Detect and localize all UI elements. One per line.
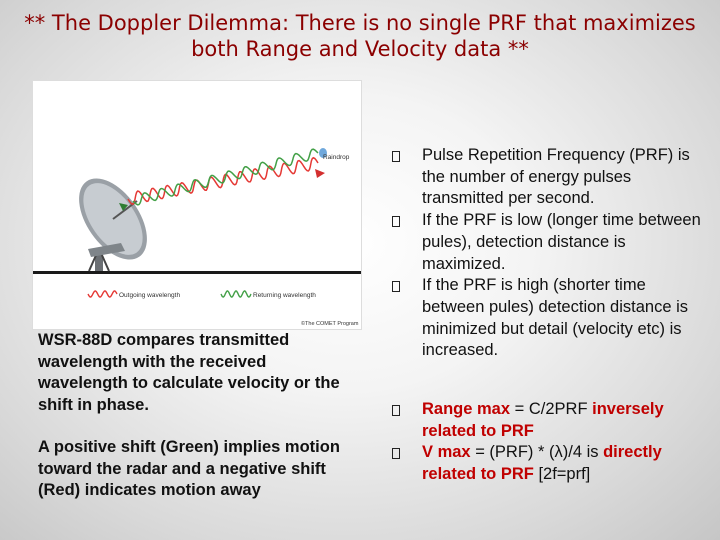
raindrop-label: Raindrop [323,154,350,161]
bullet-checkbox-icon [392,151,400,162]
range-max-term: Range max [422,400,511,418]
range-max-relation: inversely related to PRF [422,400,664,440]
returning-legend-wave [220,290,252,298]
bullet-checkbox-icon [392,281,400,293]
title-line-2: both Range and Velocity data ** [191,37,529,61]
bullet-high-prf: If the PRF is high (shorter time between… [392,275,710,362]
formula-bullet-list: Range max = C/2PRF inversely related to … [392,399,710,486]
velocity-max-formula: = (PRF) * (λ)/4 is [470,443,604,462]
velocity-max-note: [2f=prf] [533,465,591,484]
doppler-diagram: Raindrop Outgoing wavelength Returning w… [33,148,361,327]
velocity-max-relation: directly related to PRF [422,443,662,484]
outgoing-legend-wave [87,290,118,298]
bullet-text: If the PRF is low (longer time between p… [422,211,701,273]
prf-bullet-list: Pulse Repetition Frequency (PRF) is the … [392,145,710,362]
returning-beam-wave [132,148,319,206]
bullet-velocity-max: V max = (PRF) * (λ)/4 is directly relate… [392,442,710,485]
comparison-paragraph: WSR-88D compares transmitted wavelength … [38,331,340,414]
radar-dish-icon [79,178,147,272]
returning-legend-label: Returning wavelength [253,292,316,299]
title-line-1: ** The Doppler Dilemma: There is no sing… [24,11,696,35]
bullet-range-max: Range max = C/2PRF inversely related to … [392,399,710,442]
returning-arrow-icon [119,203,128,211]
ground-line [33,271,361,274]
raindrop-icon [319,148,327,158]
velocity-max-term: V max [422,443,471,462]
doppler-radar-figure: Raindrop Outgoing wavelength Returning w… [32,80,362,330]
figure-credit: ©The COMET Program [301,320,359,327]
range-max-formula: = C/2PRF [510,400,593,418]
bullet-checkbox-icon [392,448,400,460]
bullet-prf-definition: Pulse Repetition Frequency (PRF) is the … [392,145,710,210]
bullet-low-prf: If the PRF is low (longer time between p… [392,210,710,275]
outgoing-beam-wave [127,156,319,206]
bullet-checkbox-icon [392,216,400,228]
outgoing-arrow-icon [315,169,325,178]
slide-title: ** The Doppler Dilemma: There is no sing… [0,10,720,62]
phase-shift-paragraph: A positive shift (Green) implies motion … [38,438,340,499]
outgoing-legend-label: Outgoing wavelength [119,292,180,299]
bullet-checkbox-icon [392,405,400,416]
bullet-text: If the PRF is high (shorter time between… [422,276,688,360]
bullet-text: Pulse Repetition Frequency (PRF) is the … [422,146,690,208]
